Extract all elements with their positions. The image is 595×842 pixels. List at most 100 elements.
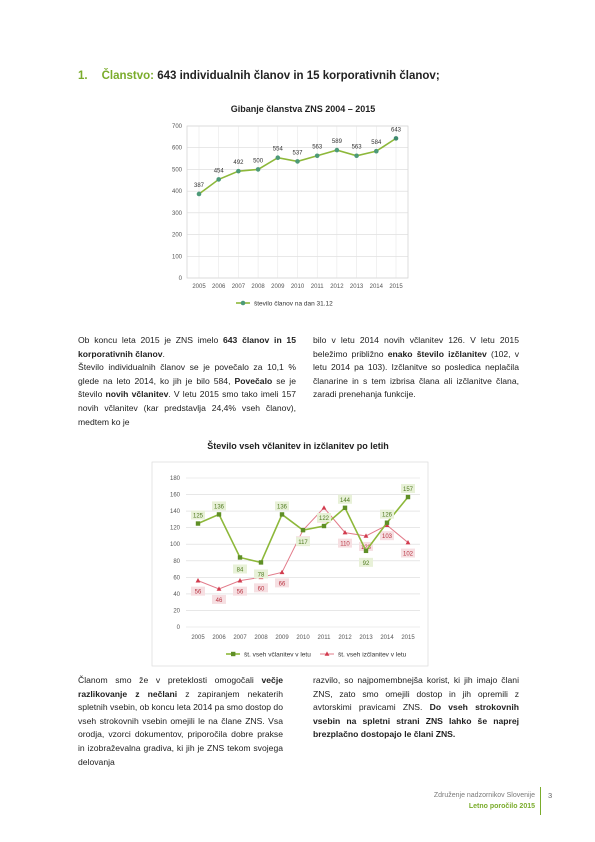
data-point-leaves xyxy=(216,586,222,591)
data-label-leaves: 123 xyxy=(361,545,372,551)
x-tick-label: 2015 xyxy=(389,284,403,290)
data-label-bg-joins xyxy=(254,569,268,579)
data-point xyxy=(393,136,399,141)
p2-r-bold: Do vseh strokovnih vsebin na spletni str… xyxy=(313,702,519,740)
paragraph2-left: Članom smo že v preteklosti omogočali ve… xyxy=(78,674,283,769)
data-label: 537 xyxy=(292,150,303,156)
p2-l-bold1: večje razlikovanje z nečlani xyxy=(78,675,283,699)
data-label-leaves: 102 xyxy=(403,552,414,558)
page-number: 3 xyxy=(548,791,553,800)
data-label-bg-joins xyxy=(359,557,373,567)
x-tick-label: 2014 xyxy=(370,284,384,290)
data-label: 563 xyxy=(312,145,323,151)
data-label-bg-joins xyxy=(317,513,331,523)
y-tick-label: 80 xyxy=(173,559,180,565)
p1-l2-pre: Število individualnih članov se je poveč… xyxy=(78,362,296,386)
x-tick-label: 2009 xyxy=(275,635,289,641)
data-label-joins: 125 xyxy=(193,514,204,520)
legend-marker xyxy=(240,300,246,306)
data-point-leaves xyxy=(321,505,327,510)
data-point xyxy=(314,153,320,159)
data-label-bg-joins xyxy=(296,537,310,547)
x-tick-label: 2005 xyxy=(191,635,205,641)
chart1-title: Gibanje članstva ZNS 2004 – 2015 xyxy=(230,104,376,114)
data-label-bg-leaves xyxy=(380,531,394,541)
x-tick-label: 2013 xyxy=(359,635,373,641)
y-tick-label: 600 xyxy=(172,146,183,152)
data-label: 454 xyxy=(214,168,225,174)
data-point xyxy=(354,153,359,159)
y-tick-label: 100 xyxy=(170,542,181,548)
paragraph2-right: razvilo, so najpomembnejša korist, ki ji… xyxy=(313,674,519,742)
p1-r-mid: (102, v letu 2014 pa 103). Izčlanitve so… xyxy=(313,348,519,400)
data-point-joins xyxy=(279,512,285,517)
x-tick-label: 2007 xyxy=(232,284,246,290)
data-point-joins xyxy=(342,505,348,510)
data-point-leaves xyxy=(279,569,285,575)
p1-l1-post: . xyxy=(162,348,165,359)
data-label-leaves: 110 xyxy=(340,542,350,548)
data-label-bg-leaves xyxy=(359,541,373,551)
p1-r-pre: bilo v letu 2014 novih včlanitev 126. V … xyxy=(313,335,519,359)
data-label-bg-joins xyxy=(401,484,415,494)
data-point-leaves xyxy=(405,539,411,545)
x-tick-label: 2006 xyxy=(212,284,226,290)
data-label: 554 xyxy=(273,147,284,153)
y-tick-label: 180 xyxy=(170,476,181,482)
data-point-joins xyxy=(321,523,327,529)
data-label-bg-joins xyxy=(191,510,205,520)
data-label: 589 xyxy=(332,139,343,145)
data-point xyxy=(216,177,221,182)
x-tick-label: 2010 xyxy=(296,635,310,641)
x-tick-label: 2011 xyxy=(311,284,325,290)
data-point xyxy=(374,148,379,154)
y-tick-label: 140 xyxy=(170,509,181,515)
x-tick-label: 2012 xyxy=(338,635,352,641)
chart2-title: Število vseh včlanitev in izčlanitev po … xyxy=(207,441,389,451)
chart-border xyxy=(151,461,429,667)
data-point xyxy=(295,159,300,164)
y-tick-label: 700 xyxy=(172,124,183,130)
p1-l2-post: . V letu 2015 smo tako imeli 157 novih v… xyxy=(78,389,296,427)
data-label-joins: 117 xyxy=(298,540,308,546)
y-tick-label: 20 xyxy=(173,608,180,614)
section-lead: Članstvo: xyxy=(101,70,154,82)
x-tick-label: 2006 xyxy=(212,635,226,641)
legend-label-leaves: št. vseh izčlanitev v letu xyxy=(338,652,407,659)
data-point-joins xyxy=(258,560,264,565)
x-tick-label: 2012 xyxy=(330,284,344,290)
data-label-joins: 84 xyxy=(237,567,244,573)
legend-label: število članov na dan 31.12 xyxy=(254,301,333,308)
p1-l1-bold: 643 članov in 15 korporativnih članov xyxy=(78,335,296,359)
x-tick-label: 2013 xyxy=(350,284,364,290)
p1-l2-bold1: Povečalo xyxy=(234,375,273,386)
data-label: 643 xyxy=(391,127,402,133)
footer-org: Združenje nadzornikov Slovenije xyxy=(433,792,535,799)
data-label-leaves: 56 xyxy=(195,590,202,596)
y-tick-label: 120 xyxy=(170,526,181,532)
data-label-bg-leaves xyxy=(338,538,352,548)
data-point-joins xyxy=(216,512,222,517)
footer-divider xyxy=(540,787,541,815)
y-tick-label: 500 xyxy=(172,167,183,173)
x-tick-label: 2015 xyxy=(401,635,415,641)
data-label-leaves: 46 xyxy=(216,598,223,604)
data-point-joins xyxy=(195,521,201,526)
data-label: 584 xyxy=(371,140,382,146)
section-heading: 1. Članstvo: 643 individualnih članov in … xyxy=(78,70,440,82)
data-label-joins: 126 xyxy=(382,513,393,519)
data-point-leaves xyxy=(342,530,348,535)
data-label-leaves: 60 xyxy=(258,586,265,592)
data-point xyxy=(275,155,281,161)
data-label-joins: 78 xyxy=(258,572,265,578)
data-point-leaves xyxy=(195,578,201,583)
p2-l-pre: Članom smo že v preteklosti omogočali xyxy=(78,675,262,685)
data-label-bg-joins xyxy=(233,564,247,574)
x-tick-label: 2011 xyxy=(318,635,332,641)
y-tick-label: 100 xyxy=(172,254,183,260)
data-point-leaves xyxy=(363,533,369,538)
y-tick-label: 300 xyxy=(172,211,183,217)
data-point-joins xyxy=(405,494,411,500)
data-point xyxy=(334,147,340,153)
